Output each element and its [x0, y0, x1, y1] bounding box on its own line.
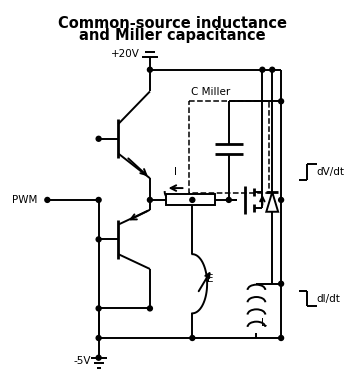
Bar	[189, 101, 269, 193]
Circle shape	[279, 336, 284, 340]
Text: +20V: +20V	[111, 49, 139, 59]
Circle shape	[96, 306, 101, 311]
Circle shape	[190, 197, 195, 203]
Polygon shape	[266, 192, 278, 212]
Text: dV/dt: dV/dt	[317, 167, 345, 177]
Circle shape	[226, 197, 231, 203]
Text: L: L	[261, 318, 267, 328]
Circle shape	[147, 197, 152, 203]
Circle shape	[279, 281, 284, 286]
Text: I: I	[174, 167, 177, 177]
Circle shape	[147, 306, 152, 311]
Text: E: E	[207, 274, 214, 284]
Circle shape	[190, 336, 195, 340]
Circle shape	[147, 67, 152, 72]
Bar	[166, 194, 215, 205]
Circle shape	[279, 99, 284, 104]
Text: PWM: PWM	[12, 195, 37, 205]
Circle shape	[96, 237, 101, 242]
Circle shape	[96, 197, 101, 203]
Text: and Miller capacitance: and Miller capacitance	[79, 28, 266, 43]
Circle shape	[45, 197, 50, 203]
Circle shape	[96, 355, 101, 360]
Text: Common-source inductance: Common-source inductance	[58, 16, 287, 31]
Circle shape	[96, 136, 101, 141]
Text: dI/dt: dI/dt	[317, 294, 341, 303]
Circle shape	[96, 336, 101, 340]
Text: C Miller: C Miller	[191, 87, 231, 97]
Text: -5V: -5V	[74, 356, 91, 365]
Circle shape	[260, 67, 265, 72]
Circle shape	[270, 67, 275, 72]
Circle shape	[279, 197, 284, 203]
